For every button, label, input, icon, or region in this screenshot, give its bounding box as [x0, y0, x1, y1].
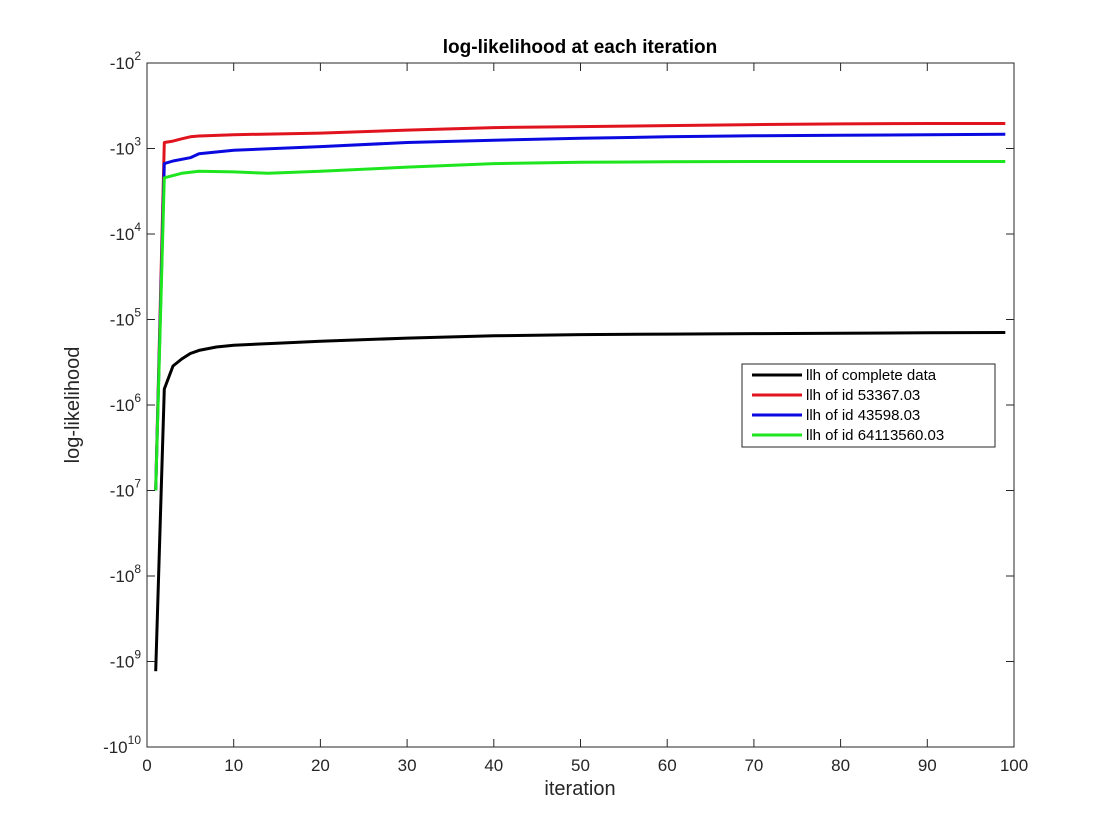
series-layer — [154, 122, 1006, 672]
y-tick-exponent: 3 — [134, 135, 141, 149]
y-tick-base: -10 — [103, 738, 128, 757]
y-tick-label: -1010 — [103, 733, 141, 757]
y-tick-base: -10 — [110, 653, 135, 672]
y-tick-base: -10 — [110, 225, 135, 244]
legend-entry: llh of complete data — [806, 367, 937, 384]
x-tick-label: 0 — [142, 756, 151, 775]
y-tick-exponent: 5 — [134, 306, 141, 320]
x-tick-label: 10 — [224, 756, 243, 775]
y-tick-base: -10 — [110, 482, 135, 501]
y-tick-exponent: 7 — [134, 477, 141, 491]
y-tick-label: -103 — [110, 135, 142, 159]
x-tick-label: 30 — [398, 756, 417, 775]
y-tick-exponent: 2 — [134, 49, 141, 63]
x-axis-ticks: 0 10 20 30 40 50 60 70 80 90 100 — [142, 63, 1028, 775]
series-line-0 — [154, 331, 1006, 672]
chart-title: log-likelihood at each iteration — [443, 37, 717, 58]
y-tick-label: -106 — [110, 391, 142, 415]
y-tick-base: -10 — [110, 567, 135, 586]
y-tick-base: -10 — [110, 54, 135, 73]
y-tick-exponent: 4 — [134, 220, 141, 234]
x-tick-label: 70 — [744, 756, 763, 775]
legend: llh of complete data llh of id 53367.03 ll… — [741, 363, 996, 448]
x-tick-label: 90 — [918, 756, 937, 775]
y-tick-label: -108 — [110, 562, 142, 586]
series-line-1 — [154, 122, 1006, 491]
x-tick-label: 80 — [831, 756, 850, 775]
y-tick-label: -105 — [110, 306, 142, 330]
legend-entry: llh of id 64113560.03 — [806, 427, 944, 444]
y-tick-label: -104 — [110, 220, 142, 244]
y-tick-label: -109 — [110, 648, 142, 672]
y-tick-exponent: 9 — [134, 648, 141, 662]
legend-entry: llh of id 53367.03 — [806, 387, 920, 404]
x-tick-label: 40 — [484, 756, 503, 775]
y-tick-label: -102 — [110, 49, 142, 73]
x-tick-label: 20 — [311, 756, 330, 775]
y-tick-exponent: 10 — [128, 733, 142, 747]
series-line-2 — [154, 132, 1006, 491]
y-tick-exponent: 6 — [134, 391, 141, 405]
x-tick-label: 50 — [571, 756, 590, 775]
x-tick-label: 60 — [658, 756, 677, 775]
series-line-3 — [154, 160, 1006, 491]
x-tick-label: 100 — [1000, 756, 1028, 775]
y-tick-base: -10 — [110, 311, 135, 330]
y-axis-label: log-likelihood — [62, 347, 84, 464]
y-tick-base: -10 — [110, 140, 135, 159]
y-axis-ticks: -102-103-104-105-106-107-108-109-1010 — [103, 49, 1014, 757]
y-tick-exponent: 8 — [134, 562, 141, 576]
y-tick-base: -10 — [110, 396, 135, 415]
legend-box — [741, 363, 996, 448]
x-axis-label: iteration — [544, 778, 615, 800]
y-tick-label: -107 — [110, 477, 142, 501]
legend-entry: llh of id 43598.03 — [806, 407, 920, 424]
